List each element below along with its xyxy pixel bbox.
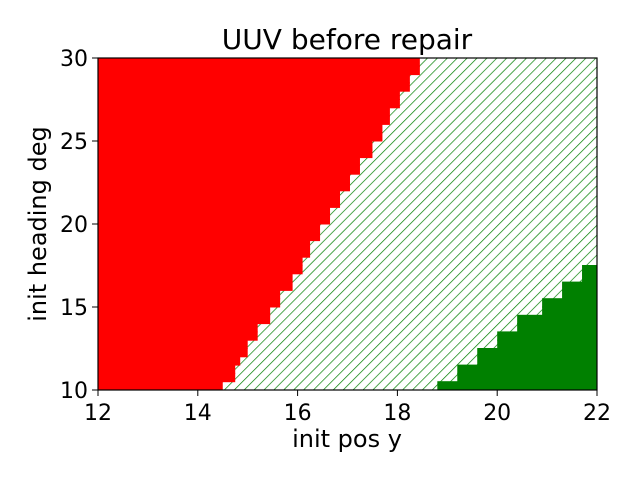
unsafe-cell [98,58,420,67]
unsafe-cell [98,314,271,325]
safe-cell [477,356,597,366]
unsafe-cell [98,115,390,125]
unsafe-cell [98,99,400,109]
x-tick-label: 12 [84,401,112,426]
unsafe-cell [98,182,350,192]
y-tick-label: 20 [60,213,88,238]
x-tick-label: 18 [383,401,411,426]
safe-cell [497,339,597,349]
unsafe-cell [98,173,350,183]
unsafe-cell [98,198,341,208]
safe-region [437,265,597,390]
unsafe-cell [98,306,271,316]
unsafe-cell [98,256,303,266]
unsafe-cell [98,289,281,300]
unsafe-cell [98,231,321,242]
safe-cell [457,364,597,374]
unsafe-cell [98,140,373,150]
y-tick-label: 25 [60,130,88,155]
y-axis-label: init heading deg [24,126,52,321]
unsafe-cell [98,74,410,84]
unsafe-cell [98,281,293,291]
unsafe-cell [98,348,248,358]
unsafe-cell [98,298,281,308]
x-tick-label: 22 [583,401,611,426]
unsafe-cell [98,240,311,250]
unsafe-cell [98,381,223,390]
safe-cell [582,265,597,275]
unsafe-cell [98,265,303,275]
unsafe-cell [98,165,360,175]
y-tick-label: 10 [60,379,88,404]
unsafe-cell [98,132,383,142]
unsafe-cell [98,331,258,341]
y-axis-ticks: 10 15 20 25 30 [60,47,98,404]
unsafe-cell [98,273,293,283]
unsafe-cell [98,157,360,167]
unsafe-region [98,58,420,390]
safe-cell [582,273,597,283]
y-tick-label: 15 [60,296,88,321]
unsafe-cell [98,215,331,225]
safe-cell [562,289,597,300]
safe-cell [477,348,597,358]
unsafe-cell [98,190,341,200]
x-tick-label: 14 [184,401,212,426]
unsafe-cell [98,364,236,374]
unsafe-cell [98,148,373,159]
safe-cell [517,314,597,325]
unsafe-cell [98,206,331,217]
x-axis-ticks: 12 14 16 18 20 22 [84,390,611,426]
unsafe-cell [98,339,248,349]
unsafe-cell [98,65,420,76]
unsafe-cell [98,372,236,383]
x-axis-label: init pos y [292,425,402,453]
safe-cell [457,372,597,383]
safe-cell [517,323,597,333]
safe-cell [437,381,597,390]
safe-cell [562,281,597,291]
unsafe-cell [98,123,383,134]
safe-cell [542,298,597,308]
unsafe-cell [98,323,258,333]
y-tick-label: 30 [60,47,88,72]
x-tick-label: 20 [483,401,511,426]
chart-title: UUV before repair [222,23,473,56]
safe-cell [497,331,597,341]
unsafe-cell [98,82,410,92]
unsafe-cell [98,90,400,100]
x-tick-label: 16 [284,401,312,426]
unsafe-cell [98,223,321,233]
unsafe-cell [98,356,241,366]
unsafe-cell [98,107,390,117]
safe-cell [542,306,597,316]
unsafe-cell [98,248,311,258]
